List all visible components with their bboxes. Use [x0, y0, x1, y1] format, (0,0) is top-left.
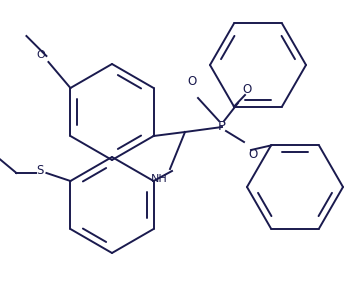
Text: P: P: [218, 121, 226, 133]
Text: O: O: [187, 75, 197, 88]
Text: S: S: [36, 164, 43, 177]
Text: NH: NH: [151, 174, 168, 184]
Text: O: O: [37, 50, 45, 60]
Text: O: O: [248, 148, 257, 161]
Text: O: O: [242, 83, 251, 96]
